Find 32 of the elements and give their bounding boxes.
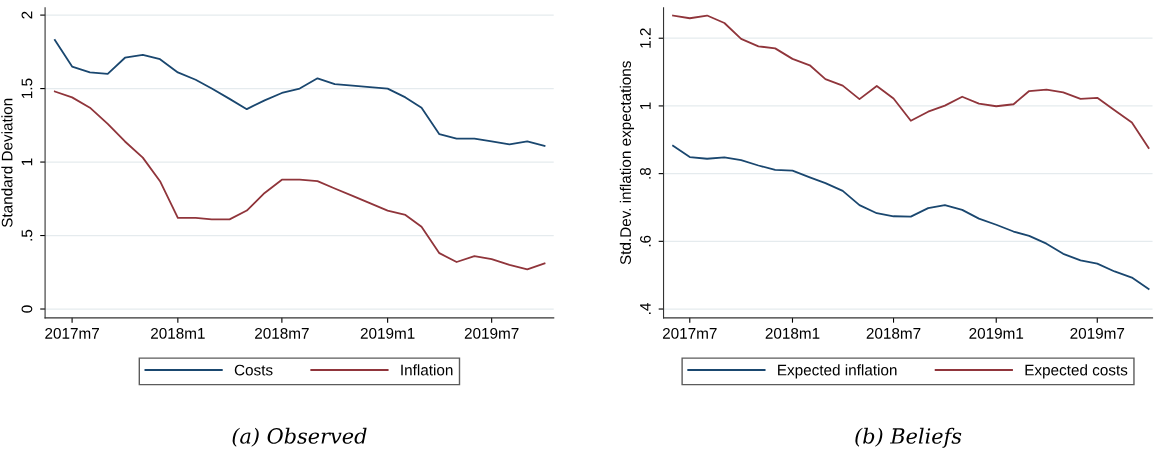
line-series [53,90,546,271]
x-tick-label: 2018m1 [151,327,205,339]
line-series [53,39,546,147]
y-tick-label: 2 [21,11,33,19]
x-tick-label: 2019m7 [464,327,519,339]
y-tick-label: 0 [21,305,33,313]
y-tick-label: 1.2 [639,28,651,48]
y-tick-label: 1.5 [21,78,33,99]
x-tick-label: 2017m7 [662,327,717,339]
x-tick-label: 2019m7 [1070,327,1125,339]
x-tick-label: 2018m1 [765,327,820,339]
text: (b) Beliefs [855,427,962,448]
text: (a) Observed [232,427,367,447]
y-tick-label: 1 [21,158,33,166]
x-tick-label: 2019m1 [969,327,1024,339]
y-tick-label: .8 [639,167,651,179]
x-tick-label: 2018m7 [255,327,309,339]
x-tick-label: 2017m7 [45,327,99,339]
line-series [672,14,1150,149]
legend-label: Costs [234,364,273,376]
y-axis-title: Std.Dev. inflation expectations [619,61,635,265]
x-tick-label: 2019m1 [360,327,415,339]
y-tick-label: .5 [21,229,33,241]
line-series [672,144,1150,290]
y-tick-label: .4 [640,303,651,315]
x-tick-label: 2018m7 [866,327,921,339]
legend-label: Expected inflation [778,364,897,379]
y-tick-label: 1 [640,102,651,109]
legend-label: Expected costs [1025,364,1128,379]
y-tick-label: .6 [639,235,651,247]
legend-label: Inflation [401,364,453,376]
y-axis-title: Standard Deviation [1,98,13,228]
